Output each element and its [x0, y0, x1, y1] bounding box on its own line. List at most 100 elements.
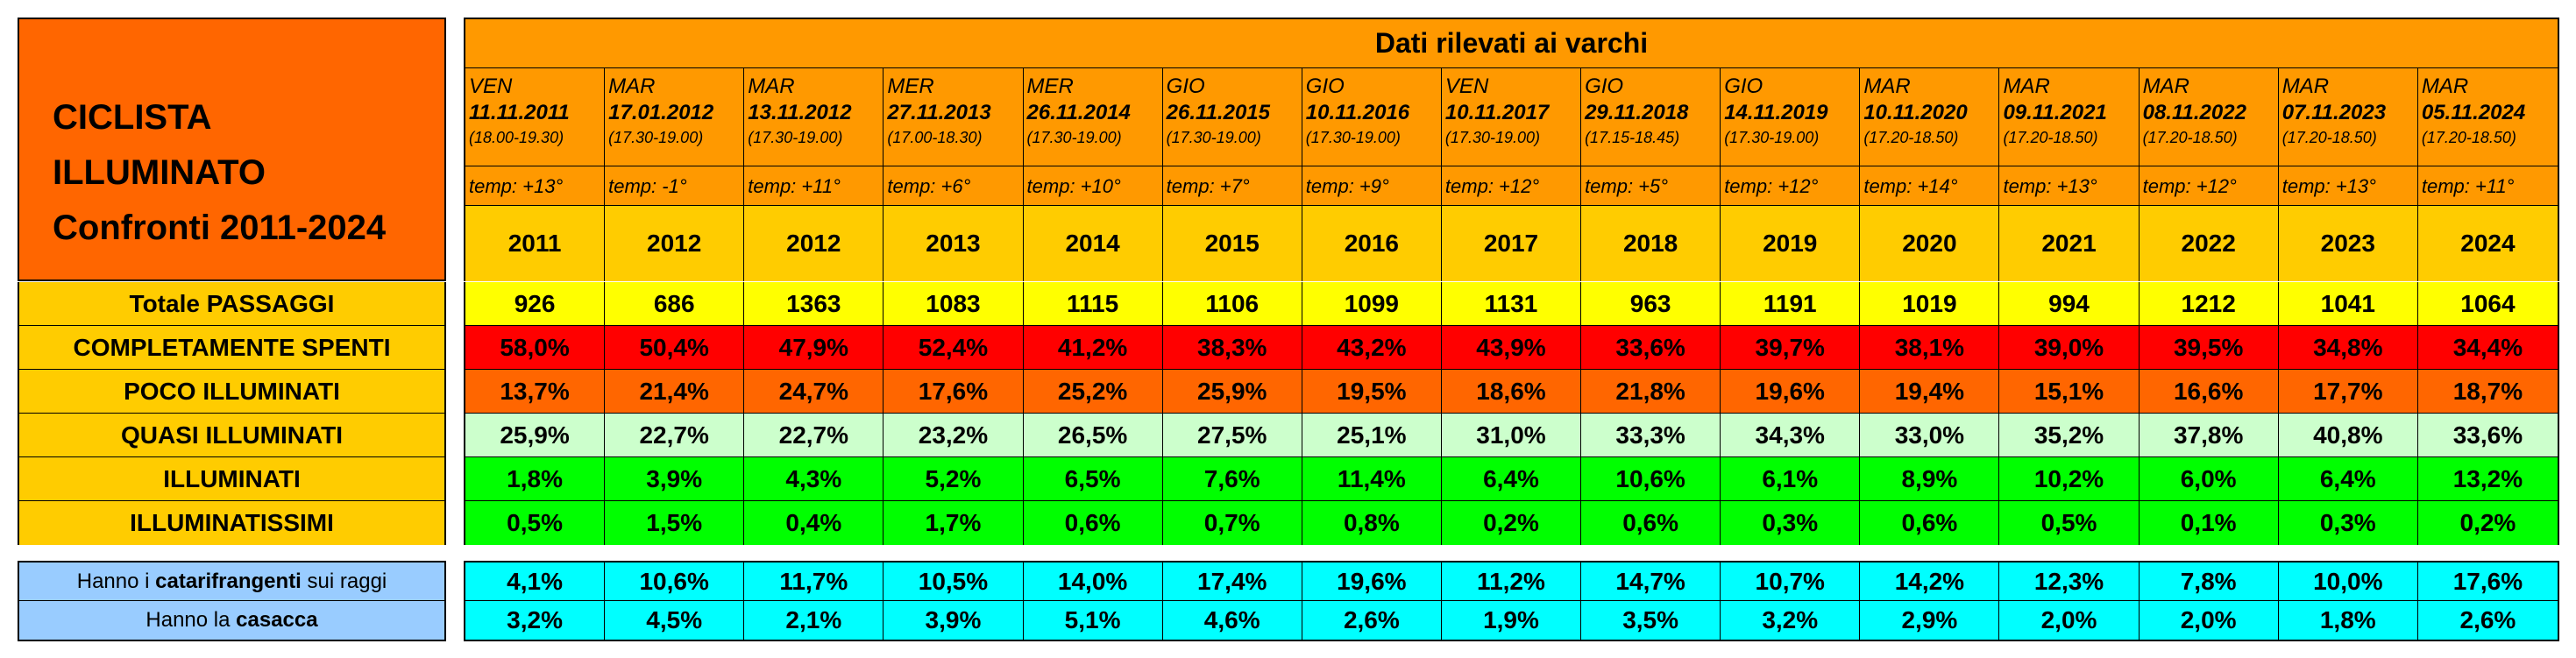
- table-cell: 6,4%: [2278, 457, 2418, 501]
- survey-time: (17.00-18.30): [887, 129, 983, 146]
- table-cell: 34,4%: [2417, 326, 2558, 370]
- table-cell: 2,0%: [1999, 601, 2140, 640]
- table-cell: 37,8%: [2139, 414, 2279, 457]
- row-label: Totale PASSAGGI: [19, 282, 444, 326]
- label-text: Hanno la: [145, 608, 237, 632]
- table-cell: 17,6%: [884, 370, 1024, 414]
- table-cell: 16,6%: [2139, 370, 2279, 414]
- table-cell: 19,4%: [1860, 370, 2000, 414]
- table-cell: 18,6%: [1441, 370, 1582, 414]
- survey-time: (17.20-18.50): [2281, 129, 2377, 146]
- table-cell: 2,0%: [2140, 601, 2279, 640]
- table-cell: 0,7%: [1162, 501, 1302, 545]
- weekday: MAR: [1863, 74, 1911, 98]
- extra-data-grid: 4,1% 10,6% 11,7% 10,5% 14,0% 17,4% 19,6% 11,2% 1…: [464, 561, 2559, 641]
- table-cell: 43,2%: [1302, 326, 1442, 370]
- survey-time: (17.30-19.00): [1166, 129, 1261, 146]
- table-cell: 10,6%: [605, 562, 745, 601]
- date-cell: GIO 29.11.2018 (17.15-18.45): [1581, 68, 1721, 166]
- date-cell: MAR 10.11.2020 (17.20-18.50): [1860, 68, 2000, 166]
- table-cell: 18,7%: [2417, 370, 2558, 414]
- row-label: QUASI ILLUMINATI: [19, 414, 444, 457]
- table-cell: 17,7%: [2278, 370, 2418, 414]
- label-text: Hanno i: [76, 569, 156, 593]
- table-cell: 19,6%: [1302, 562, 1442, 601]
- table-cell: 0,4%: [744, 501, 884, 545]
- survey-date: 07.11.2023: [2281, 101, 2387, 124]
- table-cell: 50,4%: [605, 326, 745, 370]
- title-box: CICLISTA ILLUMINATO Confronti 2011-2024: [18, 18, 446, 281]
- label-emphasis: catarifrangenti: [155, 569, 302, 593]
- year-cell: 2023: [2278, 206, 2418, 281]
- label-text: sui raggi: [301, 569, 387, 593]
- table-cell: 27,5%: [1162, 414, 1302, 457]
- weekday: GIO: [1166, 74, 1205, 98]
- survey-time: (17.20-18.50): [1863, 129, 1959, 146]
- survey-time: (17.20-18.50): [2003, 129, 2098, 146]
- table-cell: 2,9%: [1860, 601, 2000, 640]
- survey-date: 26.11.2015: [1166, 101, 1270, 124]
- table-cell: 38,1%: [1860, 326, 2000, 370]
- table-cell: 13,2%: [2417, 457, 2558, 501]
- table-cell: 40,8%: [2278, 414, 2418, 457]
- table-cell: 4,3%: [744, 457, 884, 501]
- year-cell: 2020: [1860, 206, 2000, 281]
- table-cell: 10,5%: [884, 562, 1024, 601]
- temperature-cell: temp: +7°: [1162, 166, 1302, 206]
- weekday: MAR: [2003, 74, 2050, 98]
- year-cell: 2013: [884, 206, 1024, 281]
- table-cell: 10,2%: [1999, 457, 2140, 501]
- temperature-cell: temp: +10°: [1023, 166, 1163, 206]
- table-cell: 33,6%: [1581, 326, 1721, 370]
- table-cell: 15,1%: [1999, 370, 2140, 414]
- table-cell: 25,1%: [1302, 414, 1442, 457]
- survey-time: (18.00-19.30): [469, 129, 564, 146]
- table-cell: 3,2%: [465, 601, 606, 640]
- table-cell: 3,5%: [1581, 601, 1721, 640]
- table-cell: 10,6%: [1581, 457, 1721, 501]
- table-cell: 41,2%: [1023, 326, 1163, 370]
- table-cell: 22,7%: [605, 414, 745, 457]
- weekday: MAR: [2281, 74, 2330, 98]
- header-title: Dati rilevati ai varchi: [465, 19, 2558, 68]
- table-cell: 24,7%: [744, 370, 884, 414]
- table-cell: 1191: [1721, 282, 1861, 326]
- date-cell: GIO 14.11.2019 (17.30-19.00): [1721, 68, 1861, 166]
- temperature-cell: temp: +13°: [2278, 166, 2418, 206]
- temperature-cell: temp: +13°: [1999, 166, 2140, 206]
- year-cell: 2011: [465, 206, 606, 281]
- table-cell: 1099: [1302, 282, 1442, 326]
- survey-date: 26.11.2014: [1026, 101, 1131, 124]
- date-cell: VEN 10.11.2017 (17.30-19.00): [1441, 68, 1582, 166]
- table-cell: 33,0%: [1860, 414, 2000, 457]
- table-cell: 1106: [1162, 282, 1302, 326]
- table-cell: 1115: [1023, 282, 1163, 326]
- table-cell: 11,4%: [1302, 457, 1442, 501]
- table-cell: 6,4%: [1441, 457, 1582, 501]
- date-cell: MAR 13.11.2012 (17.30-19.00): [744, 68, 884, 166]
- table-cell: 17,6%: [2417, 562, 2558, 601]
- table-cell: 39,5%: [2139, 326, 2279, 370]
- temperature-cell: temp: +12°: [1721, 166, 1861, 206]
- survey-date: 17.01.2012: [608, 101, 714, 124]
- survey-time: (17.20-18.50): [2142, 129, 2238, 146]
- survey-date: 09.11.2021: [2003, 101, 2107, 124]
- table-cell: 1,5%: [605, 501, 745, 545]
- table-cell: 47,9%: [744, 326, 884, 370]
- table-cell: 8,9%: [1860, 457, 2000, 501]
- table-cell: 0,6%: [1860, 501, 2000, 545]
- table-cell: 11,7%: [744, 562, 884, 601]
- survey-time: (17.30-19.00): [1444, 129, 1540, 146]
- table-cell: 0,1%: [2139, 501, 2279, 545]
- table-cell: 0,5%: [1999, 501, 2140, 545]
- table-cell: 34,8%: [2278, 326, 2418, 370]
- survey-date: 29.11.2018: [1585, 101, 1689, 124]
- survey-date: 11.11.2011: [469, 101, 570, 124]
- table-cell: 1041: [2278, 282, 2418, 326]
- table-cell: 19,5%: [1302, 370, 1442, 414]
- table-cell: 33,3%: [1581, 414, 1721, 457]
- year-cell: 2022: [2139, 206, 2279, 281]
- table-cell: 994: [1999, 282, 2140, 326]
- table-cell: 3,9%: [884, 601, 1024, 640]
- table-cell: 1,8%: [2279, 601, 2418, 640]
